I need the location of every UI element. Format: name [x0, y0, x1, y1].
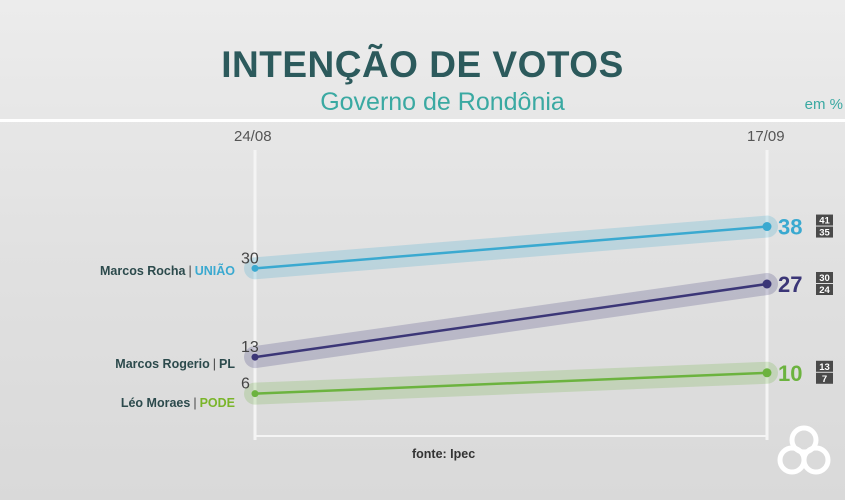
interval-box-marcos-rocha-0	[816, 214, 833, 226]
candidate-name: Marcos Rogerio	[115, 357, 210, 371]
data-point-leo-moraes-start	[251, 390, 259, 398]
series-line-marcos-rogerio	[254, 282, 768, 359]
data-label-marcos-rogerio-start: 13	[241, 339, 259, 356]
chart-title: INTENÇÃO DE VOTOS	[221, 44, 624, 85]
data-label-leo-moraes-start: 6	[241, 376, 250, 393]
interval-label-marcos-rogerio-1: 24	[819, 285, 830, 296]
data-label-marcos-rocha-start: 30	[241, 250, 259, 267]
data-point-marcos-rocha-end	[762, 222, 772, 232]
legend-entry-marcos-rocha: Marcos Rocha | UNIÃO	[100, 264, 235, 278]
x-tick-label-start: 24/08	[234, 128, 272, 145]
separator: |	[212, 357, 217, 371]
legend-entry-leo-moraes: Léo Moraes | PODE	[121, 396, 235, 410]
data-label-marcos-rogerio-end: 27	[778, 272, 802, 297]
interval-label-marcos-rocha-1: 35	[819, 228, 830, 239]
chart-subtitle: Governo de Rondônia	[320, 88, 565, 116]
interval-label-leo-moraes-0: 13	[819, 362, 830, 373]
legend-entry-marcos-rogerio: Marcos Rogerio | PL	[115, 357, 235, 371]
interval-label-leo-moraes-1: 7	[822, 374, 827, 385]
interval-label-marcos-rogerio-0: 30	[819, 273, 830, 284]
series-line-marcos-rocha	[254, 225, 768, 270]
interval-box-marcos-rogerio-0	[816, 272, 833, 283]
candidate-party: UNIÃO	[194, 264, 235, 278]
interval-box-marcos-rogerio-1	[816, 284, 833, 295]
candidate-party: PL	[219, 357, 235, 371]
interval-box-leo-moraes-1	[816, 372, 833, 384]
x-tick-label-end: 17/09	[747, 128, 785, 145]
candidate-name: Marcos Rocha	[100, 264, 186, 278]
network-logo-icon	[777, 425, 831, 475]
data-point-leo-moraes-end	[762, 368, 772, 378]
interval-label-marcos-rocha-0: 41	[819, 216, 830, 227]
separator: |	[193, 396, 197, 410]
series-line-leo-moraes	[254, 371, 768, 395]
header-divider	[0, 119, 845, 122]
interval-box-marcos-rocha-1	[816, 226, 833, 238]
candidate-party: PODE	[199, 396, 235, 410]
unit-label: em %	[804, 96, 843, 113]
separator: |	[188, 264, 192, 278]
data-point-marcos-rogerio-start	[251, 353, 259, 361]
data-point-marcos-rogerio-end	[762, 279, 772, 289]
data-label-leo-moraes-end: 10	[778, 361, 802, 386]
data-label-marcos-rocha-end: 38	[778, 215, 802, 240]
data-point-marcos-rocha-start	[251, 264, 259, 272]
source-note: fonte: Ipec	[412, 447, 476, 461]
interval-box-leo-moraes-0	[816, 360, 833, 372]
candidate-name: Léo Moraes	[120, 396, 191, 410]
